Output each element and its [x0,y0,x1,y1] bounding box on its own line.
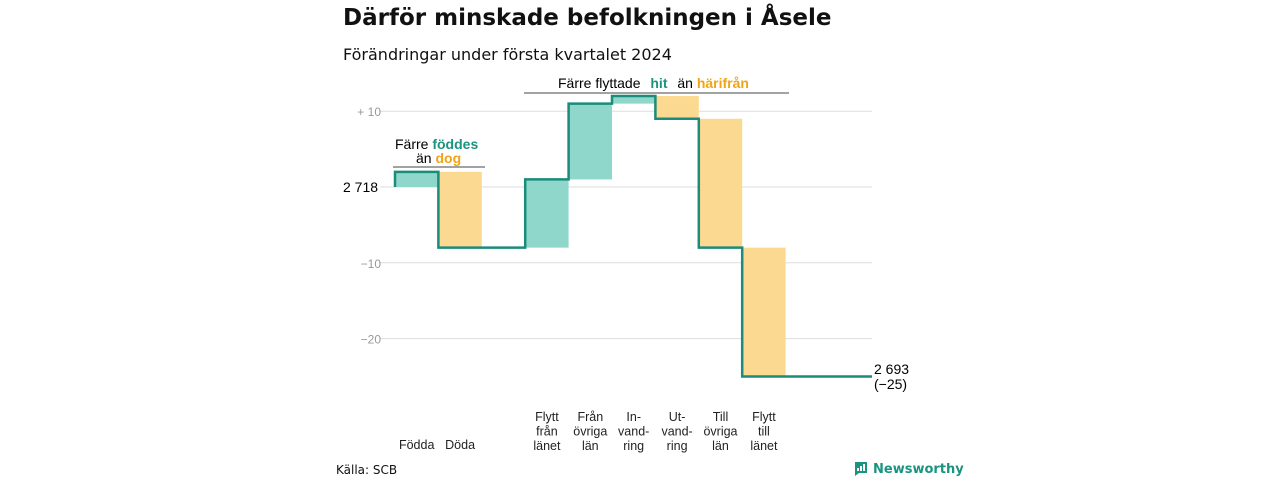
end-change-label: (−25) [874,376,907,392]
y-tick-label: −20 [361,333,382,347]
x-tick-label: Döda [445,438,475,452]
bar-döda [438,171,482,248]
bar-flytt-till-länet [742,247,786,377]
bar-flytt-från-länet [525,179,569,248]
chart-title: Därför minskade befolkningen i Åsele [343,5,832,31]
x-tick-label: ring [623,439,644,453]
x-tick-label: Från [577,410,603,424]
bar-från-övriga-län [568,103,612,180]
migration-annotation: Färre flyttade hit än härifrån [558,75,749,91]
x-tick-label: län [582,439,599,453]
start-value-label: 2 718 [343,179,378,195]
births-annotation-line1: Färre föddes [395,136,478,152]
x-tick-label: övriga [703,425,737,439]
bar-födda [395,171,439,187]
chart-subtitle: Förändringar under första kvartalet 2024 [343,45,672,64]
x-tick-label: till [758,425,770,439]
x-tick-label: Flytt [752,410,776,424]
x-tick-label: Ut- [669,410,686,424]
x-tick-label: län [712,439,729,453]
x-tick-label: från [536,425,558,439]
x-tick-label: länet [533,439,561,453]
x-tick-label: In- [626,410,641,424]
population-step-line [393,94,872,378]
bar-ut-vand-ring [655,96,699,119]
bar-in-vand-ring [612,96,656,104]
end-value-label: 2 693 [874,361,909,377]
newsworthy-logo-text: Newsworthy [873,461,964,477]
x-tick-label: Flytt [535,410,559,424]
x-tick-label: vand- [618,425,649,439]
newsworthy-logo: Newsworthy [854,461,964,477]
x-tick-label: länet [750,439,778,453]
newsworthy-logo-icon [855,462,867,476]
x-tick-label: ring [667,439,688,453]
x-tick-label: Födda [399,438,434,452]
y-tick-label: −10 [361,257,382,271]
x-tick-label: Till [713,410,729,424]
source-note: Källa: SCB [336,463,398,477]
x-tick-label: vand- [661,425,692,439]
births-annotation-line2: än dog [416,150,461,166]
y-tick-label: + 10 [357,105,381,119]
bar-till-övriga-län [698,118,743,248]
x-tick-label: övriga [573,425,607,439]
